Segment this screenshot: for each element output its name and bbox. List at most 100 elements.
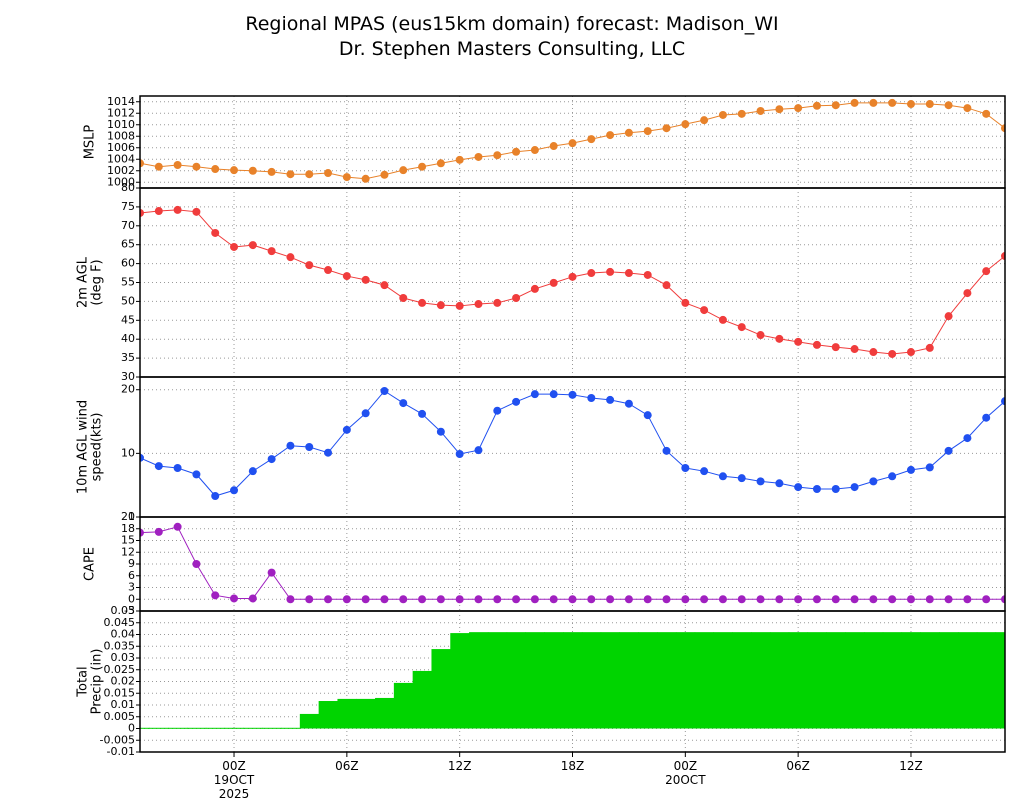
date-label: 2025 <box>219 787 250 800</box>
date-label: 20OCT <box>665 773 706 787</box>
data-point <box>173 464 182 472</box>
data-point <box>474 446 483 455</box>
data-point <box>925 343 934 352</box>
precip-bar <box>281 727 301 729</box>
y-tick-label: 80 <box>121 181 135 194</box>
y-tick-label: 0.015 <box>104 686 136 699</box>
y-tick-label: 35 <box>121 351 135 364</box>
x-tick-label: 06Z <box>335 759 359 773</box>
data-point <box>1001 124 1005 133</box>
y-tick-label: -0.01 <box>107 745 135 758</box>
data-point <box>512 293 521 302</box>
precip-bar <box>976 632 997 729</box>
data-point <box>530 390 539 399</box>
data-point <box>888 98 897 107</box>
y-axis-label: 2m AGL <box>76 256 91 308</box>
precip-bar <box>769 632 790 729</box>
y-tick-label: 40 <box>121 332 135 345</box>
precip-bar <box>939 632 959 729</box>
data-point <box>850 595 859 604</box>
y-tick-label: 0 <box>128 510 135 523</box>
data-point <box>211 492 220 500</box>
precip-bar <box>732 632 752 729</box>
data-point <box>587 135 596 144</box>
data-point <box>568 272 577 281</box>
data-point <box>399 293 408 302</box>
y-tick-label: 0.035 <box>104 639 136 652</box>
data-point <box>324 266 333 275</box>
panel <box>140 96 1005 188</box>
data-point <box>211 228 220 237</box>
precip-bar <box>243 727 263 729</box>
data-point <box>737 474 746 483</box>
y-tick-label: 70 <box>121 219 135 232</box>
precip-bar <box>168 727 188 729</box>
data-point <box>512 595 521 604</box>
data-point <box>700 116 709 125</box>
precip-bar <box>487 632 508 729</box>
data-point <box>399 399 408 408</box>
data-point <box>624 595 633 604</box>
precip-bar <box>450 633 470 729</box>
data-point <box>775 105 784 114</box>
precip-bar <box>318 701 338 729</box>
data-point <box>267 455 276 464</box>
data-point <box>230 486 239 495</box>
data-point <box>906 348 915 357</box>
data-point <box>493 406 502 415</box>
precip-bar <box>140 727 150 729</box>
y-axis-label: speed(kts) <box>90 413 105 482</box>
data-point <box>850 345 859 354</box>
y-tick-label: 0.03 <box>111 651 136 664</box>
precip-bar <box>863 632 884 729</box>
panel <box>140 188 1005 377</box>
data-point <box>211 165 220 174</box>
data-point <box>399 595 408 604</box>
data-point <box>493 595 502 604</box>
data-point <box>361 409 370 418</box>
data-point <box>737 323 746 332</box>
data-point <box>286 170 295 179</box>
y-tick-label: 55 <box>121 276 135 289</box>
date-label: 19OCT <box>214 773 255 787</box>
y-tick-label: 60 <box>121 257 135 270</box>
y-tick-label: -0.005 <box>100 733 135 746</box>
data-point <box>474 300 483 309</box>
precip-bar <box>299 713 320 729</box>
chart-subtitle: Dr. Stephen Masters Consulting, LLC <box>339 38 685 60</box>
data-point <box>624 269 633 278</box>
data-point <box>775 479 784 488</box>
data-point <box>455 155 464 164</box>
precip-bar <box>788 632 809 729</box>
data-point <box>324 448 333 457</box>
chart-title: Regional MPAS (eus15km domain) forecast:… <box>245 13 778 35</box>
precip-bar <box>262 727 282 729</box>
data-point <box>963 434 972 443</box>
data-point <box>718 595 727 604</box>
data-point <box>286 441 295 450</box>
data-point <box>418 162 427 171</box>
y-tick-label: 75 <box>121 200 135 213</box>
y-tick-label: 6 <box>128 569 135 582</box>
y-tick-label: 0.04 <box>111 628 136 641</box>
y-tick-label: 15 <box>121 534 135 547</box>
x-tick-label: 18Z <box>561 759 585 773</box>
y-tick-label: 0 <box>128 722 135 735</box>
precip-bar <box>957 632 978 729</box>
y-tick-label: 21 <box>121 510 135 523</box>
data-point <box>925 595 934 604</box>
precip-bar <box>337 698 357 729</box>
data-point <box>267 167 276 176</box>
data-point <box>1001 595 1005 604</box>
data-point <box>380 281 389 290</box>
data-point <box>888 349 897 358</box>
data-point <box>756 477 765 486</box>
y-tick-label: -3 <box>124 604 135 617</box>
data-point <box>737 109 746 118</box>
y-axis-label: MSLP <box>83 125 98 160</box>
data-point <box>1001 397 1005 406</box>
data-point <box>154 527 163 536</box>
data-point <box>267 568 276 577</box>
data-point <box>140 453 144 462</box>
